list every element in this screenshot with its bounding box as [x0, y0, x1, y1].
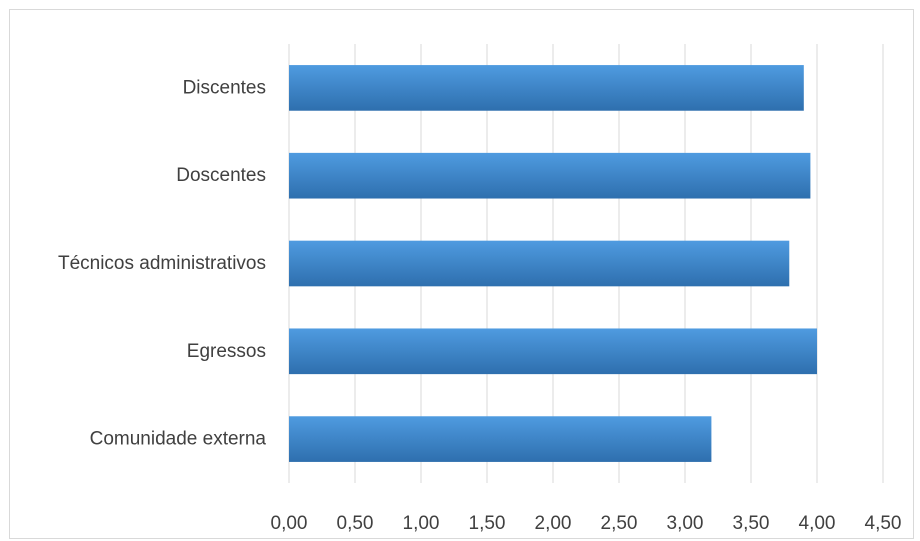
category-label: Discentes	[183, 77, 266, 98]
chart-frame	[9, 9, 914, 539]
x-tick-label: 0,50	[337, 513, 374, 534]
gridlines	[288, 44, 884, 483]
x-tick-label: 1,50	[469, 513, 506, 534]
x-tick-label: 0,00	[271, 513, 308, 534]
bar	[289, 152, 811, 199]
category-labels: Discentes Doscentes Técnicos administrativ…	[58, 77, 266, 449]
x-tick-label: 4,50	[865, 513, 902, 534]
bar	[289, 328, 817, 375]
bar	[289, 416, 712, 462]
x-tick-label: 1,00	[403, 513, 440, 534]
x-tick-label: 2,50	[601, 513, 638, 534]
x-tick-label: 3,00	[667, 513, 704, 534]
category-label: Técnicos administrativos	[58, 253, 266, 274]
x-tick-label: 2,00	[535, 513, 572, 534]
bars	[289, 65, 817, 462]
bar	[289, 65, 804, 111]
x-tick-label: 4,00	[799, 513, 836, 534]
x-tick-label: 3,50	[733, 513, 770, 534]
category-label: Comunidade externa	[90, 429, 267, 450]
category-label: Egressos	[187, 341, 266, 362]
category-label: Doscentes	[176, 165, 266, 186]
x-axis-tick-labels: 0,00 0,50 1,00 1,50 2,00 2,50 3,00 3,50 4,00 4,50	[271, 513, 902, 534]
bar	[289, 240, 790, 287]
